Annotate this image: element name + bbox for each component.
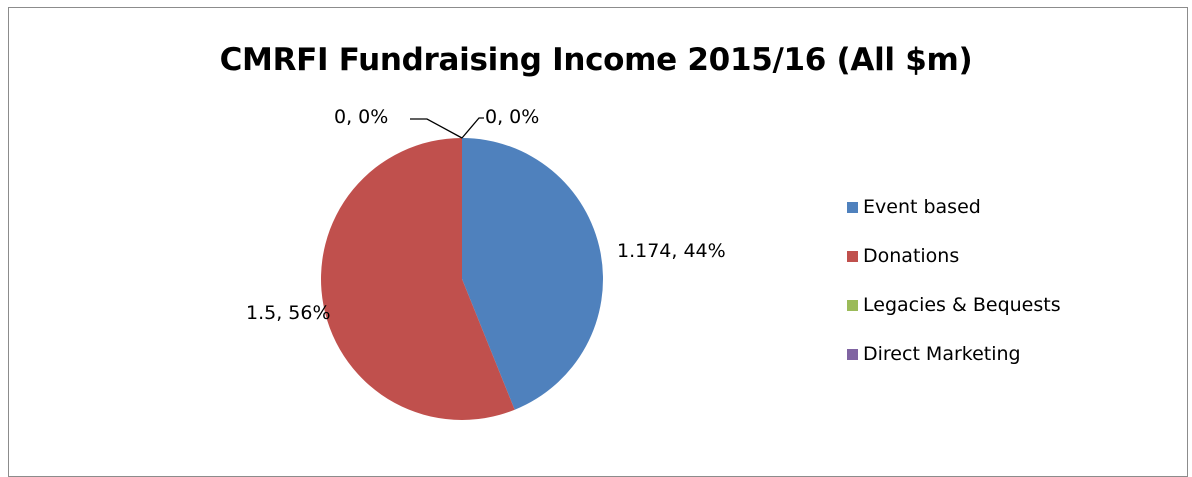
legend-label: Legacies & Bequests: [863, 294, 1061, 316]
pie-slice: [462, 138, 603, 410]
legend-item-event-based: Event based: [847, 195, 1061, 219]
legend-item-donations: Donations: [847, 244, 1061, 268]
legend: Event based Donations Legacies & Bequest…: [847, 195, 1061, 391]
data-label: 1.5, 56%: [246, 302, 331, 324]
data-label: 1.174, 44%: [617, 240, 726, 262]
legend-swatch: [847, 348, 858, 360]
data-label: 0, 0%: [485, 106, 539, 128]
legend-swatch: [847, 201, 858, 213]
leader-line: [410, 118, 463, 139]
chart-title: CMRFI Fundraising Income 2015/16 (All $m…: [219, 42, 973, 78]
legend-label: Direct Marketing: [863, 343, 1021, 365]
legend-item-direct-marketing: Direct Marketing: [847, 342, 1061, 366]
legend-label: Event based: [863, 196, 981, 218]
data-label: 0, 0%: [334, 106, 388, 128]
legend-swatch: [847, 250, 858, 262]
pie-slice: [320, 138, 515, 420]
legend-item-legacies-bequests: Legacies & Bequests: [847, 293, 1061, 317]
leader-line: [461, 117, 484, 139]
pie-chart: 1.174, 44% 1.5, 56% 0, 0% 0, 0%: [246, 106, 726, 420]
legend-swatch: [847, 299, 858, 311]
legend-label: Donations: [863, 245, 960, 267]
